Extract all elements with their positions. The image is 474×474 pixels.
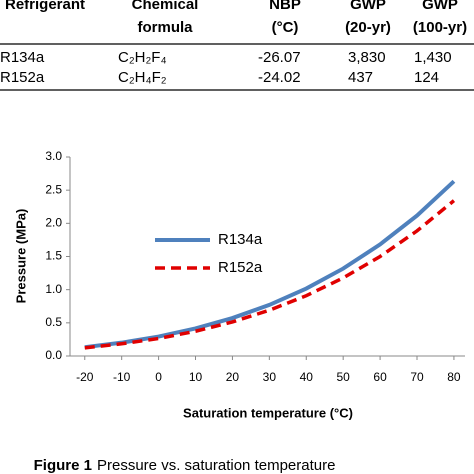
- caption-label: Figure 1: [34, 457, 92, 474]
- y-tick-label: 3.0: [45, 149, 62, 163]
- table-cell: 124: [414, 69, 439, 86]
- y-tick-label: 1.0: [45, 282, 62, 296]
- table-cell: R134a: [0, 49, 45, 66]
- table-header: formula: [137, 19, 193, 36]
- caption-text: Pressure vs. saturation temperature: [97, 457, 335, 474]
- x-tick-label: 0: [155, 370, 162, 384]
- x-tick-label: 30: [263, 370, 277, 384]
- table-header: Refrigerant: [5, 0, 85, 13]
- y-tick-label: 2.0: [45, 216, 62, 230]
- table-cell: 3,830: [348, 49, 386, 66]
- y-tick-label: 0.0: [45, 348, 62, 362]
- table-cell: -26.07: [258, 49, 301, 66]
- table-header: (°C): [272, 19, 299, 36]
- x-tick-label: 60: [373, 370, 387, 384]
- table-header: NBP: [269, 0, 301, 13]
- table-header: GWP: [350, 0, 386, 13]
- table-cell: -24.02: [258, 69, 301, 86]
- table-cell: 437: [348, 69, 373, 86]
- table-header: (20-yr): [345, 19, 391, 36]
- series-line: [84, 199, 456, 350]
- table-cell: C₂H₂F₄: [118, 49, 167, 66]
- table-cell: C₂H₄F₂: [118, 69, 167, 86]
- x-tick-label: -20: [76, 370, 94, 384]
- x-tick-label: 80: [447, 370, 461, 384]
- y-axis-title: Pressure (MPa): [13, 209, 28, 304]
- table-header: Chemical: [132, 0, 199, 13]
- x-tick-label: 20: [226, 370, 240, 384]
- table-cell: R152a: [0, 69, 45, 86]
- table-header: GWP: [422, 0, 458, 13]
- series-line: [84, 179, 456, 350]
- x-axis-title: Saturation temperature (°C): [183, 405, 353, 420]
- x-tick-label: 50: [336, 370, 350, 384]
- x-tick-label: -10: [113, 370, 131, 384]
- x-tick-label: 10: [189, 370, 203, 384]
- y-tick-label: 2.5: [45, 182, 62, 196]
- table-header: (100-yr): [413, 19, 467, 36]
- table-cell: 1,430: [414, 49, 452, 66]
- y-tick-label: 0.5: [45, 315, 62, 329]
- legend-label: R152a: [218, 259, 263, 276]
- x-tick-label: 70: [410, 370, 424, 384]
- x-tick-label: 40: [300, 370, 314, 384]
- y-tick-label: 1.5: [45, 249, 62, 263]
- legend-label: R134a: [218, 231, 263, 248]
